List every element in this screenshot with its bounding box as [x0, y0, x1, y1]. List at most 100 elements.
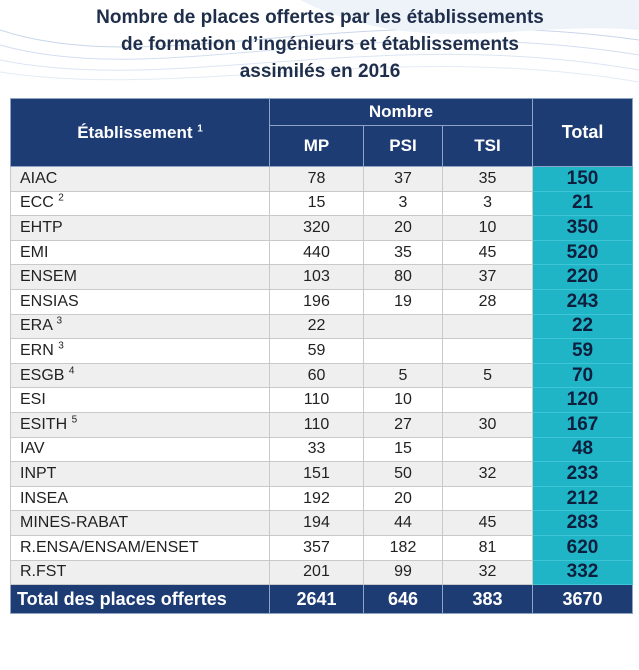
- table-row: ERN 3 59 59: [10, 338, 634, 364]
- cell-total: 59: [532, 338, 634, 364]
- cell-psi: 19: [363, 288, 443, 315]
- cell-etablissement: EMI: [10, 239, 270, 266]
- header-psi: PSI: [363, 125, 443, 167]
- places-table: Établissement 1 Nombre Total MP PSI TSI …: [10, 98, 634, 615]
- cell-psi: 80: [363, 264, 443, 290]
- footnote-marker: 3: [58, 340, 64, 352]
- cell-mp: 60: [269, 362, 364, 389]
- header-etablissement: Établissement 1: [10, 98, 270, 167]
- cell-etablissement: ENSEM: [10, 264, 270, 290]
- cell-mp: 103: [269, 264, 364, 290]
- table-row: EMI 440 35 45 520: [10, 239, 634, 266]
- cell-total: 120: [532, 387, 634, 413]
- cell-total: 70: [532, 362, 634, 389]
- footnote-marker: 5: [71, 414, 78, 426]
- cell-total: 283: [532, 510, 634, 536]
- cell-mp: 110: [269, 411, 364, 438]
- total-row: Total des places offertes 2641 646 383 3…: [10, 584, 634, 615]
- table-row: INSEA 192 20 212: [10, 485, 634, 512]
- cell-psi: 3: [363, 190, 443, 217]
- footnote-marker: 4: [68, 365, 75, 377]
- table-row: ENSEM 103 80 37 220: [10, 264, 634, 290]
- cell-etablissement: INSEA: [10, 485, 270, 512]
- cell-mp: 201: [269, 559, 364, 586]
- cell-tsi: [441, 436, 534, 463]
- cell-tsi: 5: [441, 362, 534, 389]
- footnote-marker: 2: [58, 193, 64, 205]
- cell-tsi: 28: [441, 288, 534, 315]
- cell-etablissement: R.FST: [10, 559, 270, 586]
- table-row: ESGB 4 60 5 5 70: [10, 362, 634, 389]
- cell-tsi: 10: [441, 215, 534, 241]
- cell-total: 332: [532, 559, 634, 586]
- cell-mp: 357: [269, 534, 364, 561]
- cell-psi: 182: [363, 534, 443, 561]
- cell-tsi: [441, 387, 534, 413]
- cell-mp: 151: [269, 461, 364, 487]
- cell-mp: 440: [269, 239, 364, 266]
- cell-tsi: 45: [441, 239, 534, 266]
- cell-total: 150: [532, 166, 634, 192]
- cell-mp: 320: [269, 215, 364, 241]
- cell-psi: 99: [363, 559, 443, 586]
- cell-tsi: 3: [441, 190, 534, 217]
- cell-psi: [363, 338, 443, 364]
- title-line-2: de formation d’ingénieurs et établisseme…: [120, 34, 520, 55]
- header-nombre: Nombre: [268, 98, 534, 126]
- cell-psi: 20: [363, 215, 443, 241]
- header-tsi: TSI: [441, 125, 534, 167]
- table-row: R.ENSA/ENSAM/ENSET 357 182 81 620: [10, 534, 634, 561]
- cell-psi: 35: [363, 239, 443, 266]
- table-row: MINES-RABAT 194 44 45 283: [10, 510, 634, 536]
- table-row: ERA 3 22 22: [10, 313, 634, 340]
- cell-tsi: 45: [441, 510, 534, 536]
- cell-etablissement: INPT: [10, 461, 270, 487]
- cell-tsi: [441, 338, 534, 364]
- cell-total: 620: [532, 534, 634, 561]
- cell-tsi: 32: [441, 559, 534, 586]
- cell-etablissement: ENSIAS: [10, 288, 270, 315]
- cell-total: 350: [532, 215, 634, 241]
- table-row: IAV 33 15 48: [10, 436, 634, 463]
- header-mp: MP: [269, 125, 364, 167]
- table-row: ECC 2 15 3 3 21: [10, 190, 634, 217]
- cell-total: 212: [532, 485, 634, 512]
- cell-mp: 59: [269, 338, 364, 364]
- decorative-wave-background: [0, 0, 639, 83]
- cell-mp: 15: [269, 190, 364, 217]
- cell-total: 22: [532, 313, 634, 340]
- cell-psi: 10: [363, 387, 443, 413]
- cell-tsi: 81: [441, 534, 534, 561]
- cell-etablissement: ECC 2: [10, 190, 270, 217]
- cell-mp: 194: [269, 510, 364, 536]
- cell-psi: 44: [363, 510, 443, 536]
- cell-mp: 192: [269, 485, 364, 512]
- cell-etablissement: ESGB 4: [10, 362, 270, 389]
- table-row: EHTP 320 20 10 350: [10, 215, 634, 241]
- cell-mp: 78: [269, 166, 364, 192]
- table-row: R.FST 201 99 32 332: [10, 559, 634, 586]
- cell-etablissement: ESI: [10, 387, 270, 413]
- table-body: AIAC 78 37 35 150 ECC 2 15 3 3 21 EHTP 320 20 10 350 EM…: [10, 166, 634, 586]
- cell-total: 167: [532, 411, 634, 438]
- cell-etablissement: ERN 3: [10, 338, 270, 364]
- cell-psi: 27: [363, 411, 443, 438]
- footnote-marker: 3: [56, 316, 63, 328]
- cell-psi: 5: [363, 362, 443, 389]
- cell-etablissement: ERA 3: [10, 313, 270, 340]
- cell-etablissement: AIAC: [10, 166, 270, 192]
- cell-tsi: 30: [441, 411, 534, 438]
- cell-psi: [363, 313, 443, 340]
- cell-etablissement: ESITH 5: [10, 411, 270, 438]
- cell-tsi: [441, 313, 534, 340]
- cell-total: 520: [532, 239, 634, 266]
- cell-total: 48: [532, 436, 634, 463]
- cell-etablissement: EHTP: [10, 215, 270, 241]
- cell-etablissement: MINES-RABAT: [10, 510, 270, 536]
- cell-psi: 50: [363, 461, 443, 487]
- cell-total: 233: [532, 461, 634, 487]
- cell-tsi: 37: [441, 264, 534, 290]
- cell-etablissement: IAV: [10, 436, 270, 463]
- table-row: ENSIAS 196 19 28 243: [10, 288, 634, 315]
- cell-mp: 22: [269, 313, 364, 340]
